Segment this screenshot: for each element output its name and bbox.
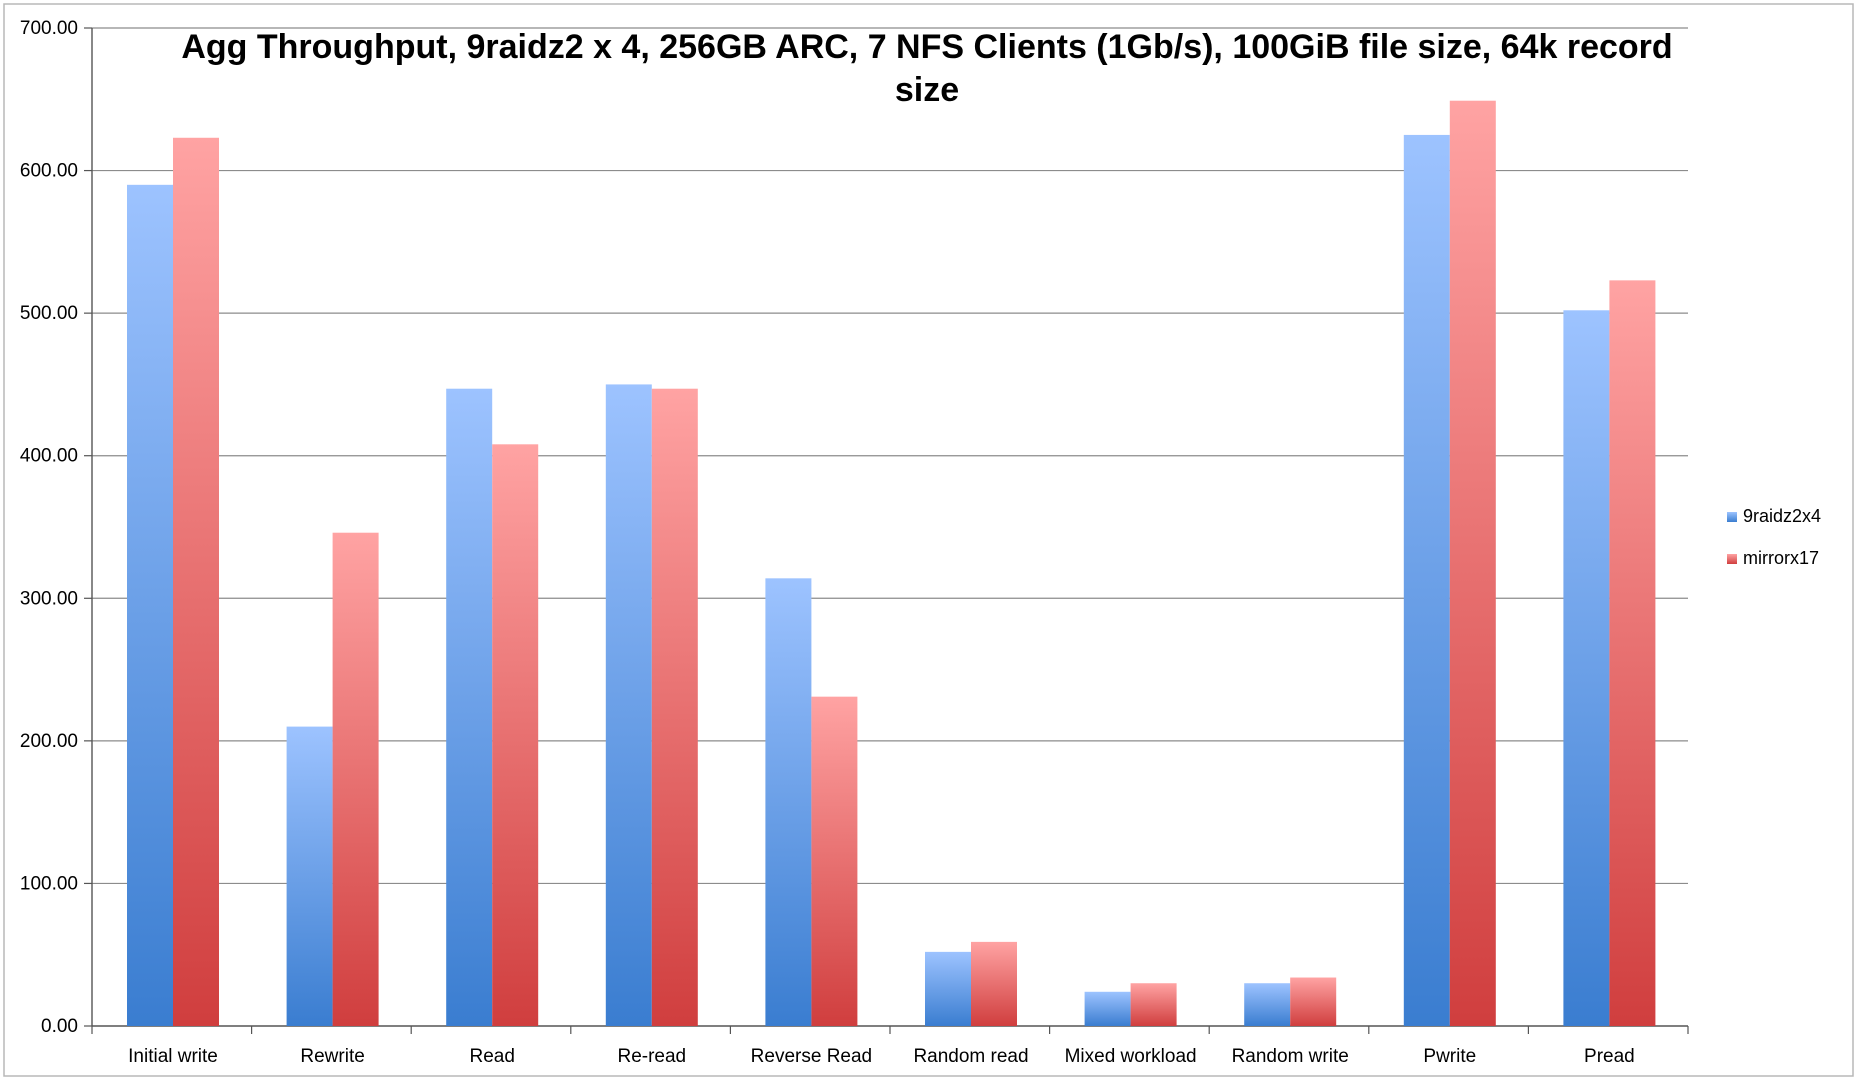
x-category-label: Rewrite [300,1046,364,1067]
legend: 9raidz2x4 mirrorx17 [1727,506,1821,568]
y-tick-label: 200.00 [20,731,78,752]
bar-9raidz2x4-random-read [925,951,971,1026]
chart-title-text: Agg Throughput, 9raidz2 x 4, 256GB ARC, … [181,28,1672,109]
x-category-label: Random write [1232,1046,1349,1067]
bars [127,100,1656,1027]
y-tick-label: 600.00 [20,161,78,182]
bar-9raidz2x4-re-read [605,384,652,1026]
bar-9raidz2x4-pread [1563,310,1610,1026]
x-category-label: Read [469,1046,514,1067]
x-category-label: Mixed workload [1065,1046,1197,1067]
chart-border [3,3,1854,1077]
x-category-label: Re-read [617,1046,686,1067]
bar-mirrorx17-read [492,444,539,1026]
y-tick-label: 700.00 [20,18,78,39]
bar-9raidz2x4-rewrite [286,726,333,1026]
x-category-label: Reverse Read [751,1046,872,1067]
bar-mirrorx17-mixed-workload [1130,983,1177,1026]
legend-label: mirrorx17 [1743,548,1819,568]
bar-mirrorx17-initial-write [173,137,219,1026]
y-tick-label: 500.00 [20,303,78,324]
bar-mirrorx17-reverse-read [811,696,858,1026]
bar-9raidz2x4-random-write [1244,983,1291,1026]
bar-mirrorx17-pwrite [1449,100,1496,1026]
y-tick-label: 400.00 [20,446,78,467]
bar-9raidz2x4-reverse-read [765,578,812,1026]
y-tick-label: 300.00 [20,588,78,609]
bar-9raidz2x4-pwrite [1403,134,1450,1026]
bar-9raidz2x4-mixed-workload [1084,991,1131,1026]
legend-swatch [1727,554,1737,564]
bar-9raidz2x4-initial-write [127,184,173,1027]
x-category-label: Random read [913,1046,1028,1067]
x-category-label: Initial write [128,1046,218,1067]
legend-label: 9raidz2x4 [1743,506,1821,526]
legend-swatch [1727,512,1737,522]
chart-title: Agg Throughput, 9raidz2 x 4, 256GB ARC, … [181,28,1672,109]
bar-mirrorx17-re-read [651,388,698,1027]
bar-mirrorx17-pread [1609,280,1656,1026]
y-tick-label: 100.00 [20,873,78,894]
bar-mirrorx17-random-read [971,941,1017,1026]
bar-mirrorx17-random-write [1290,977,1337,1026]
x-category-label: Pwrite [1423,1046,1476,1067]
bar-9raidz2x4-read [446,388,493,1027]
axes: 0.00 100.00 200.00 300.00 400.00 500.00 600.00… [20,18,1689,1067]
bar-mirrorx17-rewrite [332,532,379,1026]
x-category-label: Pread [1584,1046,1635,1067]
y-tick-label: 0.00 [41,1016,78,1037]
